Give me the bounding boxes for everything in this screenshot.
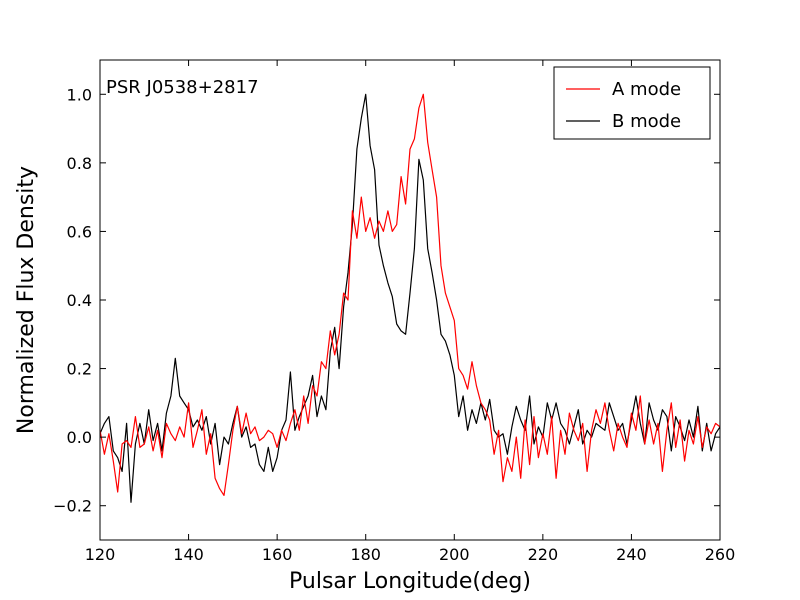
x-tick-label: 180 <box>350 545 381 564</box>
x-tick-label: 260 <box>705 545 736 564</box>
legend: A mode B mode <box>553 66 711 140</box>
series-line-a-mode <box>99 93 721 496</box>
y-axis-label: Normalized Flux Density <box>14 166 39 434</box>
y-tick-label: 0.4 <box>67 291 92 310</box>
y-tick-label: 1.0 <box>67 85 92 104</box>
y-tick-label: −0.2 <box>53 497 92 516</box>
series-layer <box>99 93 721 503</box>
x-tick-label: 200 <box>439 545 470 564</box>
y-tick-label: 0.2 <box>67 360 92 379</box>
chart-annotation: PSR J0538+2817 <box>106 77 259 98</box>
y-tick-label: 0.0 <box>67 428 92 447</box>
legend-box <box>553 66 711 140</box>
y-tick-label: 0.8 <box>67 154 92 173</box>
legend-label-a-mode: A mode <box>612 79 681 100</box>
x-tick-label: 240 <box>616 545 647 564</box>
x-tick-label: 140 <box>173 545 204 564</box>
legend-label-b-mode: B mode <box>612 111 681 132</box>
y-axis: −0.2 0.0 0.2 0.4 0.6 0.8 1.0 <box>53 85 720 516</box>
y-tick-label: 0.6 <box>67 222 92 241</box>
x-axis: 120 140 160 180 200 220 240 260 <box>85 60 736 564</box>
x-tick-label: 160 <box>262 545 293 564</box>
x-tick-label: 120 <box>85 545 116 564</box>
x-axis-label: Pulsar Longitude(deg) <box>289 569 531 594</box>
x-tick-label: 220 <box>528 545 559 564</box>
